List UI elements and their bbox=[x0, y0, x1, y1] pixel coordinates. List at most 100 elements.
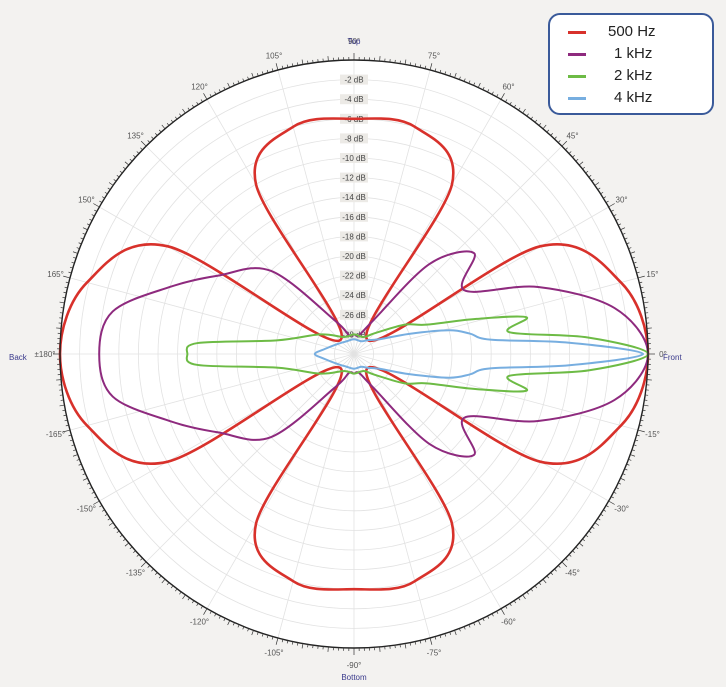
radial-tick-label: -22 dB bbox=[342, 272, 366, 281]
angle-tick bbox=[261, 633, 264, 637]
angle-tick bbox=[72, 454, 78, 457]
radial-tick-label-bg bbox=[340, 270, 368, 281]
angle-tick-label: 75° bbox=[428, 52, 440, 61]
angle-tick bbox=[196, 101, 199, 105]
angle-tick bbox=[463, 626, 466, 630]
angle-tick bbox=[594, 182, 600, 186]
angle-tick bbox=[538, 122, 542, 126]
angle-tick bbox=[64, 286, 68, 289]
angle-tick bbox=[196, 603, 199, 607]
angle-tick bbox=[554, 136, 557, 140]
angle-tick bbox=[575, 158, 579, 162]
angle-tick bbox=[218, 615, 221, 619]
angle-tick bbox=[585, 534, 589, 538]
angle-tick bbox=[546, 129, 550, 133]
radial-tick-label: -20 dB bbox=[342, 252, 366, 261]
angle-tick bbox=[76, 247, 80, 249]
angle-tick bbox=[585, 170, 589, 174]
angle-tick bbox=[613, 491, 617, 494]
angle-tick bbox=[561, 561, 568, 568]
angle-tick bbox=[151, 568, 154, 572]
angle-tick bbox=[69, 266, 73, 269]
angle-tick bbox=[550, 133, 553, 136]
angle-tick bbox=[237, 624, 240, 628]
angle-tick-label: 120° bbox=[191, 82, 208, 91]
angle-tick bbox=[161, 124, 166, 130]
angle-tick bbox=[281, 65, 284, 69]
angle-tick bbox=[158, 129, 162, 133]
angle-tick bbox=[68, 434, 72, 437]
angle-tick bbox=[534, 585, 538, 589]
radial-tick-label-bg bbox=[340, 74, 368, 85]
angle-tick bbox=[223, 86, 226, 90]
radial-tick-label: -18 dB bbox=[342, 232, 366, 241]
angle-tick-label: -15° bbox=[645, 430, 660, 439]
angle-tick bbox=[605, 200, 609, 203]
angle-tick bbox=[546, 575, 550, 579]
grid-spoke bbox=[69, 353, 355, 431]
angle-tick bbox=[444, 71, 447, 75]
angle-tick bbox=[404, 643, 407, 649]
angle-tick bbox=[140, 561, 147, 568]
radial-tick-label: -2 dB bbox=[344, 76, 363, 85]
angle-tick bbox=[591, 179, 595, 182]
angle-tick bbox=[633, 444, 637, 447]
angle-tick bbox=[286, 640, 289, 644]
angle-tick bbox=[643, 301, 649, 304]
angle-tick bbox=[561, 140, 568, 147]
angle-tick-label: -120° bbox=[190, 618, 209, 627]
angle-tick bbox=[605, 505, 609, 508]
angle-tick bbox=[572, 550, 575, 553]
angle-tick bbox=[223, 618, 226, 622]
angle-tick bbox=[72, 251, 78, 254]
angle-tick bbox=[630, 454, 636, 457]
angle-tick bbox=[63, 414, 67, 417]
angle-tick-label: 135° bbox=[127, 132, 144, 141]
angle-tick bbox=[419, 640, 422, 644]
angle-tick bbox=[261, 71, 264, 75]
angle-tick bbox=[542, 578, 547, 584]
angle-tick bbox=[237, 80, 240, 84]
angle-tick bbox=[82, 477, 88, 481]
legend-label: 1 kHz bbox=[614, 45, 653, 62]
angle-tick bbox=[637, 429, 645, 433]
angle-tick bbox=[140, 140, 147, 147]
angle-tick bbox=[86, 223, 90, 226]
angle-tick bbox=[94, 496, 98, 499]
radial-tick-label-bg bbox=[340, 309, 368, 320]
angle-tick bbox=[122, 166, 126, 170]
grid-spoke bbox=[277, 353, 355, 639]
angle-tick bbox=[530, 588, 534, 592]
angle-tick bbox=[64, 419, 68, 422]
angle-tick bbox=[640, 286, 644, 289]
angle-tick bbox=[140, 557, 143, 561]
angle-tick bbox=[147, 140, 151, 143]
angle-tick bbox=[414, 63, 417, 67]
angle-tick bbox=[477, 620, 481, 626]
angle-tick bbox=[200, 99, 203, 103]
angle-tick bbox=[640, 419, 644, 422]
angle-tick bbox=[477, 82, 481, 88]
radial-tick-label-bg bbox=[340, 94, 368, 105]
grid-spoke bbox=[353, 99, 502, 355]
grid-spoke bbox=[277, 69, 355, 355]
angle-tick bbox=[635, 266, 639, 269]
angle-tick bbox=[133, 155, 136, 158]
radial-tick-label: -12 dB bbox=[342, 174, 366, 183]
grid-spoke bbox=[353, 353, 431, 639]
grid-spoke bbox=[69, 277, 355, 355]
angle-tick bbox=[591, 526, 595, 529]
angle-tick bbox=[522, 594, 526, 600]
angle-tick bbox=[496, 610, 499, 614]
angle-tick bbox=[82, 232, 86, 235]
angle-tick-label: -90° bbox=[347, 661, 362, 670]
angle-tick bbox=[568, 151, 572, 154]
legend-swatch bbox=[568, 31, 586, 34]
radial-tick-label-bg bbox=[340, 251, 368, 261]
angle-tick bbox=[80, 468, 84, 471]
angle-tick bbox=[615, 218, 619, 221]
angle-tick bbox=[91, 214, 95, 217]
angle-tick bbox=[568, 554, 572, 557]
angle-tick-label: -45° bbox=[565, 569, 580, 578]
angle-tick bbox=[122, 538, 126, 542]
